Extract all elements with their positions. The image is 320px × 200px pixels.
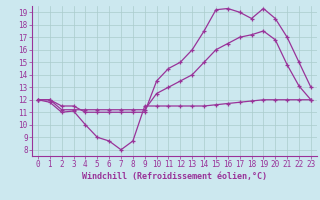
X-axis label: Windchill (Refroidissement éolien,°C): Windchill (Refroidissement éolien,°C) xyxy=(82,172,267,181)
